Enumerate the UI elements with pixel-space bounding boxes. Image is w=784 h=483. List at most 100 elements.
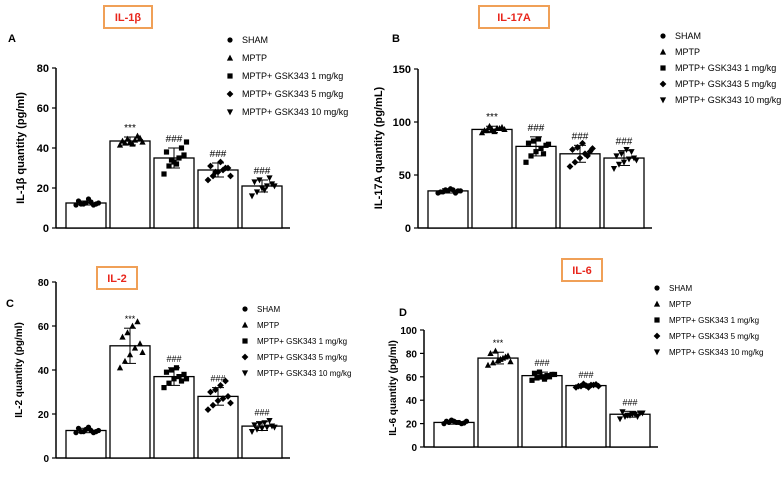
data-point [589, 145, 596, 152]
y-tick-label: 100 [393, 117, 411, 129]
legend-label: MPTP [242, 53, 267, 63]
data-point [131, 344, 139, 351]
significance-label: *** [493, 338, 504, 348]
y-tick-label: 80 [37, 63, 49, 75]
data-point [173, 365, 180, 371]
data-point [453, 419, 460, 426]
panel-il17a: IL-17A 0 50 100 150 IL-17A quantity (pg/mL) **… [373, 5, 781, 235]
data-point [442, 187, 449, 193]
data-point [584, 152, 591, 160]
data-point [624, 412, 631, 419]
legend-label: MPTP+ GSK343 1 mg/kg [669, 316, 759, 325]
data-point [119, 137, 126, 144]
data-point [219, 395, 227, 402]
data-point [80, 429, 87, 435]
y-tick-label: 60 [38, 322, 50, 333]
data-point [261, 187, 268, 194]
data-point [183, 376, 190, 382]
bar-3 [153, 157, 195, 229]
legend-marker [653, 349, 661, 356]
legend-label: MPTP [257, 321, 279, 330]
y-tick-label: 80 [406, 349, 418, 360]
data-point [251, 179, 258, 186]
data-point [176, 155, 182, 161]
legend-marker [660, 65, 666, 71]
data-point [85, 196, 92, 202]
legend-marker [654, 285, 660, 291]
legend-label: SHAM [242, 35, 268, 45]
data-point [528, 153, 534, 159]
significance-label: *** [124, 123, 136, 134]
data-point [129, 140, 136, 147]
data-point [124, 329, 131, 336]
significance-label: *** [125, 314, 136, 324]
legend-label: SHAM [669, 284, 692, 293]
y-tick-label: 40 [38, 366, 50, 377]
data-point [75, 425, 82, 431]
legend-label: MPTP+ GSK343 10 mg/kg [669, 348, 764, 357]
bar-5 [603, 157, 645, 229]
legend-label: MPTP+ GSK343 10 mg/kg [257, 369, 352, 378]
panel-title-box [103, 5, 153, 29]
data-point [73, 202, 79, 208]
data-point [95, 200, 102, 206]
data-point [484, 361, 492, 368]
data-point [80, 201, 87, 207]
legend-label: MPTP+ GSK343 10 mg/kg [675, 95, 781, 105]
legend-label: MPTP+ GSK343 5 mg/kg [675, 79, 776, 89]
data-point [458, 421, 465, 427]
panel-title-box [561, 258, 603, 282]
data-point [492, 347, 499, 354]
legend-marker [659, 97, 667, 104]
legend-marker [654, 317, 660, 323]
data-point [487, 350, 494, 356]
data-point [129, 322, 136, 329]
significance-label: ### [254, 166, 271, 177]
data-point [116, 141, 124, 148]
y-axis-label: IL-2 quantity (pg/ml) [14, 322, 25, 418]
data-point [489, 359, 497, 366]
data-point [134, 318, 141, 325]
y-tick-label: 0 [43, 454, 49, 465]
legend-marker [660, 33, 666, 39]
bar-1 [65, 429, 107, 459]
data-point [545, 141, 552, 147]
data-point [625, 156, 633, 163]
data-point [525, 140, 532, 146]
panel-letter-c: C [6, 298, 14, 310]
y-tick-label: 40 [406, 396, 418, 407]
significance-label: ### [534, 358, 549, 368]
data-point [85, 424, 92, 430]
data-point [222, 164, 229, 172]
significance-label: ### [572, 131, 589, 142]
data-point [176, 374, 182, 380]
data-point [119, 333, 126, 340]
legend-marker [241, 353, 249, 361]
panel-title-box [96, 266, 138, 290]
legend-marker [227, 73, 233, 79]
data-point [615, 161, 623, 168]
data-point [181, 152, 187, 158]
y-tick-label: 20 [406, 420, 418, 431]
data-point [183, 139, 190, 145]
bar-4 [565, 384, 607, 448]
legend-label: SHAM [257, 305, 280, 314]
data-point [531, 370, 538, 376]
data-point [139, 138, 146, 145]
legend-marker [242, 338, 248, 344]
data-point [139, 349, 146, 355]
data-point [171, 376, 177, 382]
data-point [181, 371, 187, 377]
data-point [217, 158, 224, 166]
data-point [173, 161, 180, 167]
legend-marker [226, 90, 234, 98]
data-point [227, 399, 234, 407]
y-axis-label: IL-17A quantity (pg/mL) [373, 86, 385, 209]
bar-3 [153, 375, 195, 459]
legend-label: MPTP [675, 47, 700, 57]
data-point [166, 380, 172, 386]
data-point [75, 198, 82, 204]
data-point [217, 382, 224, 389]
data-point [610, 166, 618, 173]
